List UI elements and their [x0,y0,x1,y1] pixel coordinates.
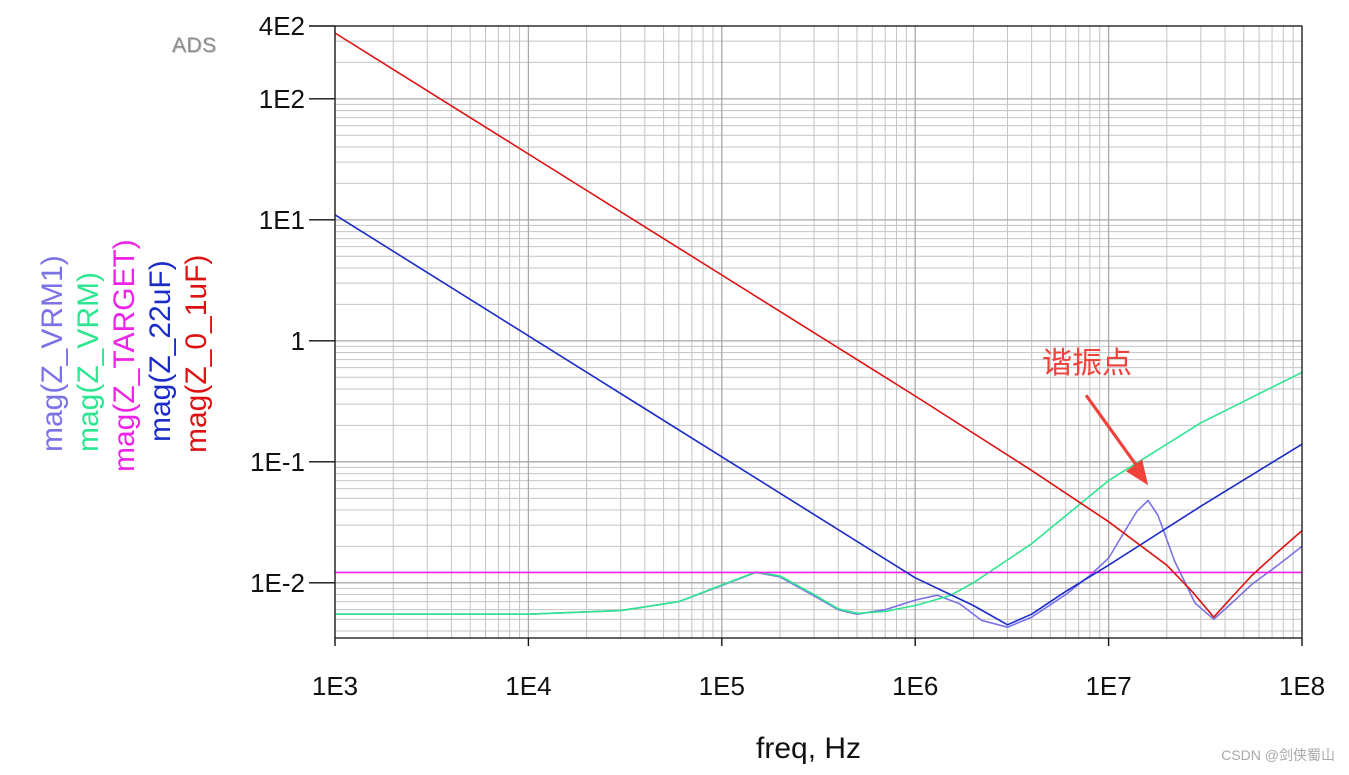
legend-z-vrm: mag(Z_VRM) [72,271,105,452]
x-tick-label: 1E7 [1085,671,1131,701]
annotation-arrow-head [1126,459,1149,486]
annotation-arrow [1084,394,1149,486]
x-tick-label: 1E8 [1279,671,1325,701]
major-grid [334,26,1302,638]
series-layer [334,32,1303,628]
axes-layer: 1E3 1E4 1E5 1E6 1E7 1E8 4E2 1E2 1E1 1 1E-1 1E-2 [250,11,1325,701]
series-line-0 [335,499,1303,628]
series-line-4 [334,32,1303,618]
legend-z-vrm1: mag(Z_VRM1) [36,255,69,452]
y-tick-label: 1E-1 [250,447,305,477]
x-tick-label: 1E4 [505,671,551,701]
legend: mag(Z_VRM1) mag(Z_VRM) mag(Z_TARGET) mag… [28,210,218,472]
watermark: CSDN @剑侠蜀山 [1221,747,1335,763]
x-tick-label: 1E6 [892,671,938,701]
legend-z-target: mag(Z_TARGET) [108,239,141,472]
ads-logo-tag: ADS [172,34,217,57]
series-line-1 [335,371,1303,615]
x-tick-label: 1E5 [699,671,745,701]
y-tick-label: 4E2 [259,11,305,41]
legend-z-0-1uf: mag(Z_0_1uF) [180,254,213,453]
series-line-3 [334,214,1303,626]
resonance-annotation: 谐振点 [1042,346,1132,381]
plot-frame [334,25,1303,639]
x-axis-title: freq, Hz [756,732,862,765]
y-tick-label: 1E2 [259,84,305,114]
legend-z-22uf: mag(Z_22uF) [144,260,177,442]
minor-grid [335,25,1302,638]
y-tick-label: 1E1 [259,205,305,235]
x-tick-label: 1E3 [312,671,358,701]
y-tick-label: 1 [291,326,305,356]
annotation-arrow-shaft [1084,394,1144,475]
y-tick-label: 1E-2 [250,568,305,598]
